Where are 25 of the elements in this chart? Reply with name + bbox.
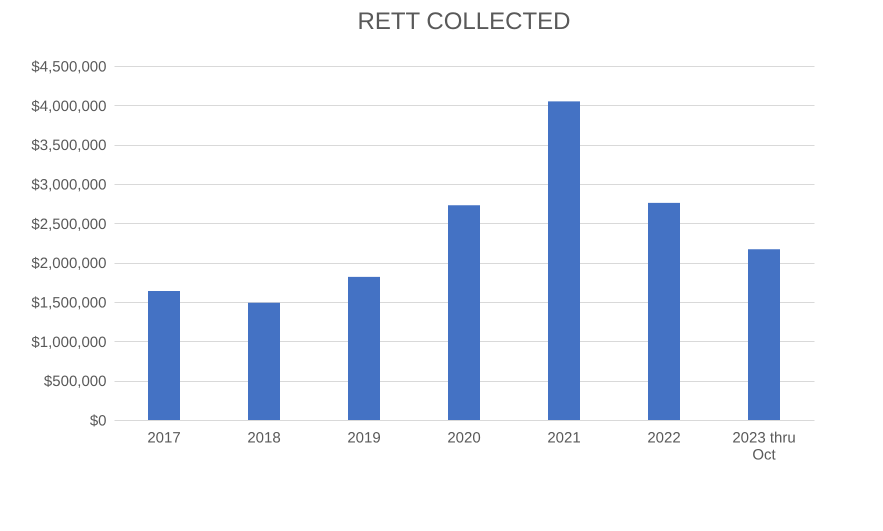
x-tick-label: 2018	[247, 430, 281, 446]
bar	[348, 276, 380, 420]
x-tick-label: 2017	[147, 430, 181, 446]
x-tick-label: 2020	[447, 430, 481, 446]
x-tick-label: 2019	[347, 430, 381, 446]
y-tick-label: $1,500,000	[31, 294, 106, 312]
x-tick-label: 2023 thru Oct	[732, 430, 796, 464]
x-tick-label: 2022	[647, 430, 681, 446]
bar	[648, 202, 680, 420]
y-tick-label: $4,000,000	[31, 98, 106, 115]
bar	[448, 205, 480, 420]
bar	[548, 101, 580, 420]
y-tick-label: $3,000,000	[31, 176, 106, 194]
y-tick-label: $2,000,000	[31, 255, 106, 272]
bar	[248, 302, 280, 420]
y-tick-label: $4,500,000	[31, 58, 106, 76]
bar	[148, 290, 180, 420]
bar	[748, 249, 780, 420]
chart-title: RETT COLLECTED	[358, 8, 570, 35]
y-tick-label: $2,500,000	[31, 216, 106, 233]
y-tick-label: $0	[90, 412, 106, 430]
y-tick-label: $1,000,000	[31, 334, 106, 351]
y-tick-label: $3,500,000	[31, 137, 106, 154]
x-tick-label: 2021	[547, 430, 581, 446]
y-tick-label: $500,000	[44, 373, 106, 390]
